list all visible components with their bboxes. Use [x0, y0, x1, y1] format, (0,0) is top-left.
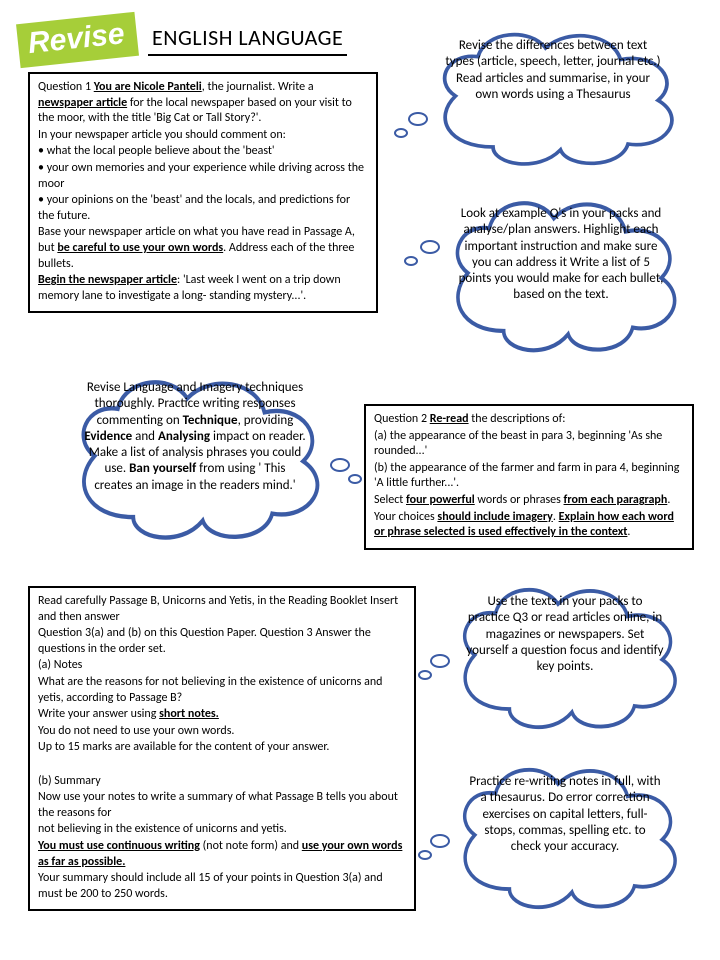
q2-l1a: Question 2: [374, 412, 430, 426]
cloud3-dot2: [348, 474, 362, 484]
cloud-practice-q3-text: Use the texts in your packs to practice …: [440, 570, 690, 699]
q3-b2: not believing in the existence of unicor…: [38, 822, 406, 838]
q3-a4: Up to 15 marks are available for the con…: [38, 740, 406, 756]
q1-role: You are Nicole Panteli: [94, 80, 202, 94]
q3-ah: (a) Notes: [38, 658, 406, 674]
question1-box: Question 1 You are Nicole Panteli, the j…: [28, 72, 378, 313]
cloud-text-types-text: Revise the differences between text type…: [418, 16, 688, 125]
q2-l3e: .: [627, 525, 630, 539]
q2-a: (a) the appearance of the beast in para …: [374, 429, 684, 460]
q2-l1c: the descriptions of:: [469, 412, 566, 426]
c3-t6: Analysing: [158, 429, 210, 444]
q2-imagery: should include imagery: [437, 510, 552, 524]
q3-b1: Now use your notes to write a summary of…: [38, 790, 406, 821]
cloud-rewriting: Practice re-writing notes in full, with …: [440, 750, 690, 920]
cloud-practice-q3: Use the texts in your packs to practice …: [440, 570, 690, 740]
q2-b: (b) the appearance of the farmer and far…: [374, 461, 684, 492]
cloud-rewriting-text: Practice re-writing notes in full, with …: [440, 750, 690, 879]
q1-label: Question 1: [38, 80, 94, 94]
q1-t1: , the journalist. Write a: [202, 80, 314, 94]
q1-ownwords: be careful to use your own words: [57, 241, 223, 255]
cloud5-dot2: [418, 850, 432, 860]
q2-l2e: .: [667, 493, 670, 507]
q3-shortnotes: short notes.: [159, 707, 219, 721]
cloud-example-qs: Look at example Q's in your packs and an…: [432, 182, 690, 364]
c3-t5: and: [132, 429, 158, 444]
q2-l3a: Your choices: [374, 510, 437, 524]
cloud1-dot2: [394, 128, 408, 138]
c3-t3: , providing: [238, 413, 294, 428]
q1-intro: In your newspaper article you should com…: [38, 128, 368, 144]
revise-badge: Revise: [16, 12, 139, 68]
q1-begin: Begin the newspaper article: [38, 273, 177, 287]
q3-a2a: Write your answer using: [38, 707, 159, 721]
q2-l2c: words or phrases: [475, 493, 564, 507]
cloud-language-imagery: Revise Language and Imagery techniques t…: [56, 360, 334, 552]
q3-b3b: (not note form) and: [200, 839, 302, 853]
q1-bullet3: • your opinions on the 'beast' and the l…: [38, 193, 368, 224]
c3-t2: Technique: [183, 413, 238, 428]
q3-a1: What are the reasons for not believing i…: [38, 675, 406, 706]
q3-p1: Read carefully Passage B, Unicorns and Y…: [38, 594, 406, 625]
cloud4-dot2: [418, 670, 432, 680]
page-title: ENGLISH LANGUAGE: [148, 24, 347, 56]
q2-l2a: Select: [374, 493, 406, 507]
q2-each: from each paragraph: [564, 493, 668, 507]
q3-b4: Your summary should include all 15 of yo…: [38, 871, 406, 902]
question2-box: Question 2 Re-read the descriptions of: …: [364, 404, 694, 550]
q2-four: four powerful: [406, 493, 475, 507]
c3-t8: Ban yourself: [129, 461, 196, 476]
q2-reread: Re-read: [430, 412, 469, 426]
q3-a3: You do not need to use your own words.: [38, 724, 406, 740]
q3-p2: Question 3(a) and (b) on this Question P…: [38, 626, 406, 657]
q1-bullet1: • what the local people believe about th…: [38, 144, 368, 160]
cloud-example-qs-text: Look at example Q's in your packs and an…: [432, 182, 690, 328]
c3-t4: Evidence: [84, 429, 132, 444]
q1-article: newspaper article: [38, 96, 127, 110]
q1-bullet2: • your own memories and your experience …: [38, 161, 368, 192]
cloud2-dot2: [404, 256, 418, 266]
cloud-text-types: Revise the differences between text type…: [418, 16, 688, 176]
q3-contwriting: You must use continuous writing: [38, 839, 200, 853]
q3-bh: (b) Summary: [38, 774, 406, 790]
question3-box: Read carefully Passage B, Unicorns and Y…: [28, 586, 416, 911]
